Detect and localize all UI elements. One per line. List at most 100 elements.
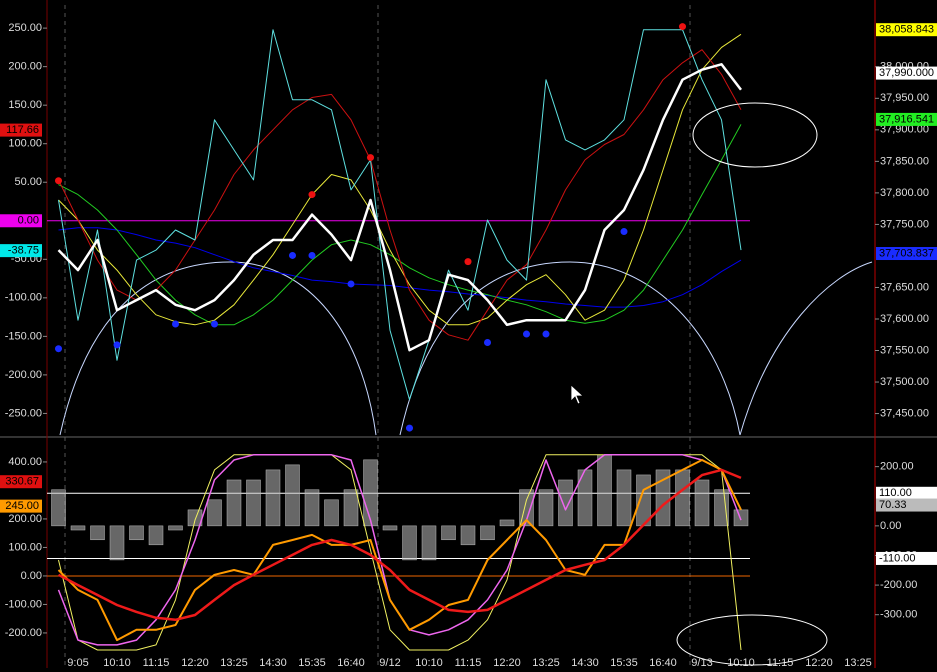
histogram-bar [714,489,729,527]
value-badge-label: 245.00 [5,500,39,512]
value-badge [0,499,42,513]
signal-dot [347,280,355,288]
value-badge [876,247,937,261]
x-tick-label: 12:20 [181,657,209,669]
histogram-bar [616,469,632,527]
signal-dot [308,191,316,199]
value-badge [876,112,937,126]
x-tick-label: 12:20 [805,657,833,669]
signal-dot [113,341,121,349]
signal-dot [55,345,62,353]
y2-tick-label: 37,750.00 [880,218,929,230]
histogram-bar [285,464,300,527]
signal-dot [55,177,62,185]
histogram-bar [694,479,710,527]
y2-tick-label: 37,800.00 [880,187,929,199]
x-tick-label: 9:05 [67,657,88,669]
value-badge-label: -110.00 [879,552,916,564]
x-tick-label: 10:10 [103,657,131,669]
histogram-bar [304,489,320,527]
value-badge [876,66,937,80]
x-tick-label: 12:20 [493,657,521,669]
y-tick-label: 150.00 [8,99,42,111]
y-tick-label: 0.00 [21,570,42,582]
histogram-bar [402,525,417,561]
arc [739,261,873,436]
histogram-bar [109,525,125,561]
histogram-bar [558,479,573,527]
y-tick-label: 200.00 [8,61,42,73]
value-badge-label: 0.00 [18,215,39,227]
indicator-line [57,459,742,642]
value-badge [876,551,937,565]
histogram-bar [226,479,242,527]
y2-tick-label: 37,600.00 [880,313,929,325]
y-tick-label: 50.00 [14,176,42,188]
histogram-bar [733,509,749,527]
y-tick-label: 250.00 [8,22,42,34]
y2-tick-label: 37,550.00 [880,344,929,356]
histogram-bar [343,489,359,527]
histogram-bar [148,525,164,546]
value-badge-label: 37,703.837 [879,247,934,259]
y2-tick-label: 37,500.00 [880,376,929,388]
signal-dot [289,251,296,259]
value-badge-label: 110.00 [879,487,912,499]
signal-dot [542,330,550,338]
arc [399,261,741,436]
indicator-line [58,29,742,401]
value-badge [876,486,937,500]
histogram-bar [207,499,222,527]
value-badge-label: 330.67 [5,476,39,488]
y-tick-label: -100.00 [5,598,42,610]
histogram-bar [480,525,495,541]
histogram-bar [538,489,554,527]
histogram-bar [675,469,690,527]
x-tick-label: 15:35 [610,657,638,669]
histogram-bar [265,469,281,527]
signal-dot [679,23,686,31]
value-badge-label: 70.33 [879,499,907,511]
x-tick-label: 14:30 [259,657,287,669]
histogram-bar [51,489,66,527]
histogram-bar [655,469,671,527]
value-badge-label: 37,916.541 [879,113,934,125]
y-tick-label: -250.00 [5,407,42,419]
signal-dot [464,258,472,266]
x-tick-label: 14:30 [571,657,599,669]
y-tick-label: 100.00 [8,138,42,150]
value-badge-label: 38,058.843 [879,24,934,36]
y-tick-label: 100.00 [8,541,42,553]
y2-tick-label: -200.00 [880,579,917,591]
x-tick-label: 10:10 [415,657,443,669]
histogram-bar [382,525,398,531]
y2-tick-label: 37,900.00 [880,124,929,136]
histogram-bar [519,489,534,527]
signal-dot [211,320,218,328]
y-tick-label: 200.00 [8,513,42,525]
value-badge-label: 37,990.000 [879,67,934,79]
signal-dot [308,251,316,259]
y-tick-label: -150.00 [5,330,42,342]
x-tick-label: 9/12 [379,657,400,669]
arc [59,261,377,436]
signal-dot [406,424,413,432]
value-badge [0,475,42,489]
arc-indicator [59,261,873,436]
value-badge [876,23,937,37]
histogram-bar [168,525,183,531]
indicator-line [57,63,742,352]
histogram-bar [324,499,339,527]
marks: 250.00200.00150.00100.0050.00-50.00-100.… [0,22,937,669]
y2-tick-label: -300.00 [880,609,917,621]
value-badge [0,244,42,258]
value-badge [876,498,937,512]
signal-dot [523,330,530,338]
y2-tick-label: 37,850.00 [880,155,929,167]
y-tick-label: 400.00 [8,456,42,468]
session-lines [64,5,691,668]
mouse-cursor [570,384,585,405]
y2-tick-label: 37,950.00 [880,92,929,104]
